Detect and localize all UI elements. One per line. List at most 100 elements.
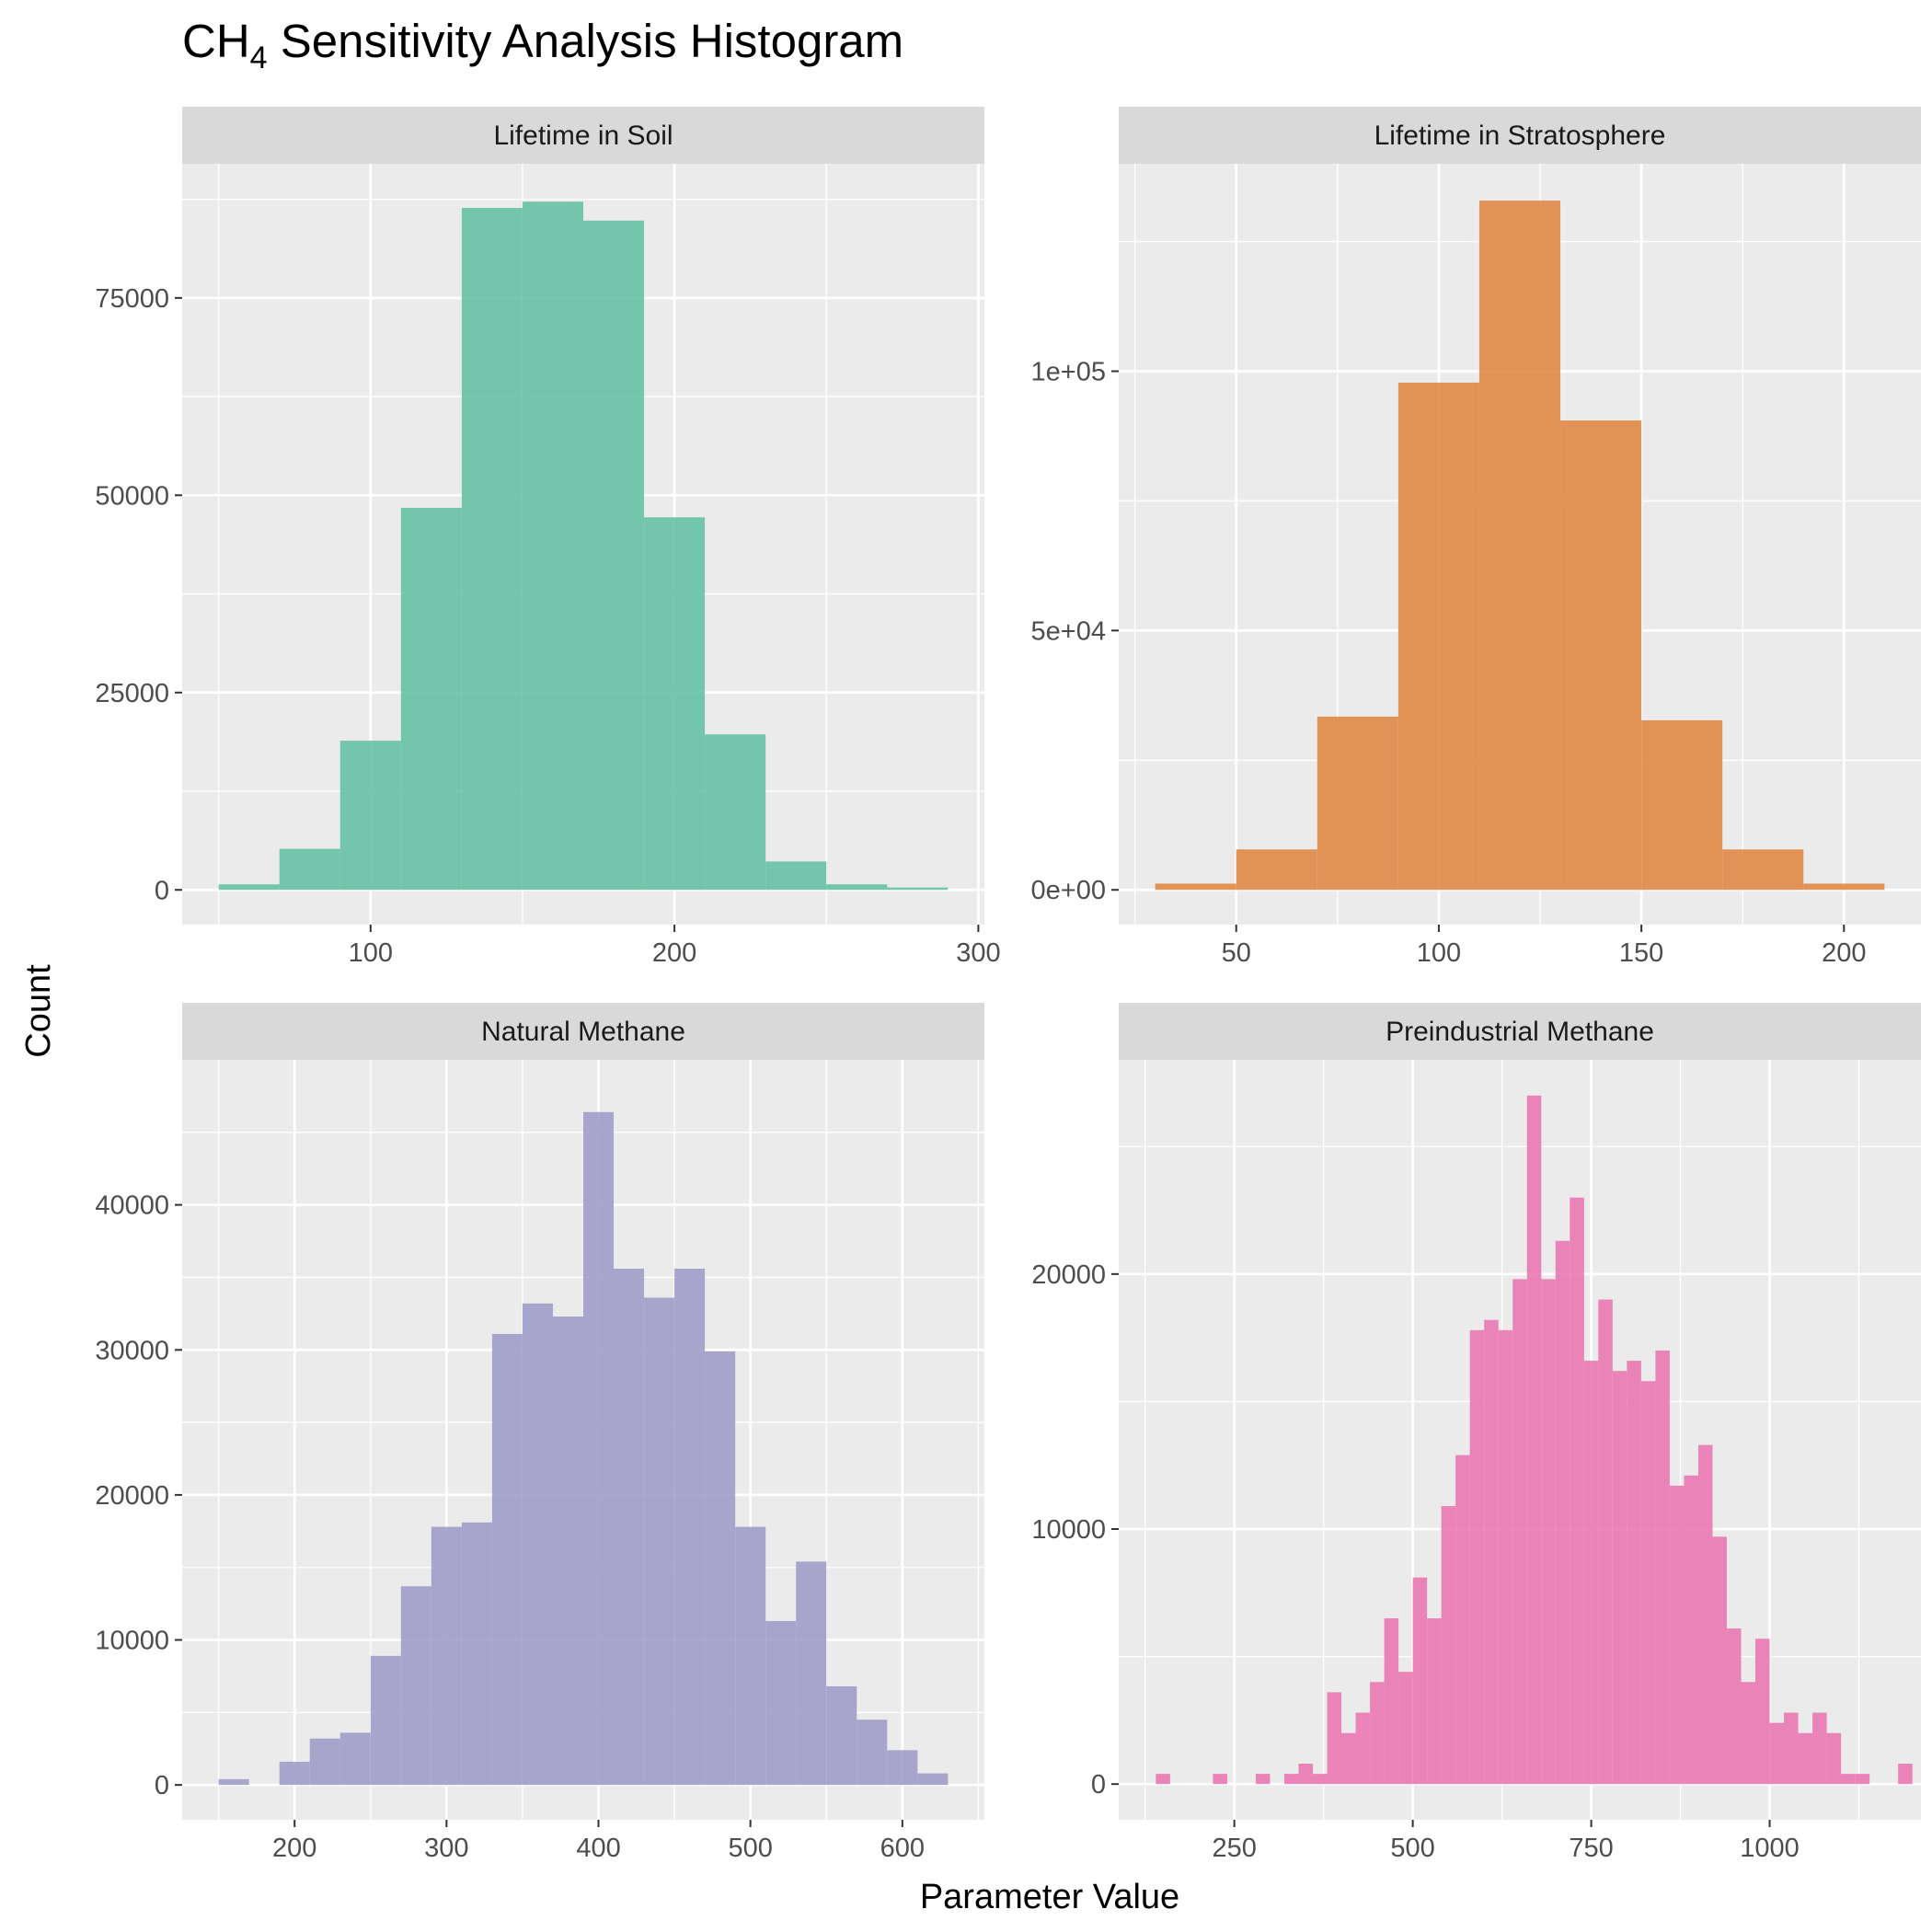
- histogram-bar: [1498, 1329, 1513, 1785]
- histogram-bar: [431, 1526, 462, 1786]
- x-tick-label: 400: [576, 1834, 620, 1863]
- histogram-bar: [1627, 1361, 1641, 1785]
- histogram-bar: [522, 1303, 553, 1786]
- histogram-bar: [796, 1561, 827, 1786]
- histogram-bar: [1398, 1672, 1413, 1785]
- histogram-bar: [1541, 1279, 1556, 1785]
- x-tick-label: 150: [1619, 938, 1663, 968]
- histogram-bar: [1655, 1350, 1670, 1785]
- histogram-bar: [1298, 1764, 1314, 1785]
- histogram-bar: [644, 517, 706, 891]
- histogram-bar: [1712, 1536, 1727, 1785]
- histogram-bar: [1341, 1732, 1356, 1785]
- y-tick-label: 0: [1091, 1770, 1106, 1800]
- y-axis-title: Count: [19, 964, 58, 1058]
- x-tick-label: 100: [1417, 938, 1461, 968]
- chart-title-subscript: 4: [250, 40, 268, 75]
- histogram-bar: [1213, 1774, 1227, 1785]
- histogram-bar: [644, 1297, 675, 1786]
- facet-panel-3: Natural Methane 0 10000 20000 30000 40000 200 3…: [95, 1003, 984, 1863]
- x-tick-label: 600: [880, 1834, 925, 1863]
- histogram-bar: [1641, 719, 1723, 891]
- histogram-bar: [1803, 883, 1885, 891]
- histogram-bar: [1841, 1774, 1856, 1785]
- facet-panel-2: Lifetime in Stratosphere 0e+00 5e+04 1e+05 5…: [1031, 107, 1921, 968]
- histogram-bar: [1570, 1197, 1584, 1785]
- y-tick-label: 5e+04: [1031, 616, 1106, 646]
- y-tick-label: 40000: [95, 1191, 169, 1221]
- histogram-bar: [887, 1750, 918, 1786]
- facet-panel-1: Lifetime in Soil 0 25000 50000 75000 100 200 30…: [95, 107, 1001, 968]
- histogram-bar: [1156, 1774, 1170, 1785]
- histogram-bar: [1412, 1577, 1428, 1785]
- histogram-bar: [279, 1761, 310, 1786]
- histogram-bar: [1555, 1240, 1570, 1785]
- histogram-bar: [705, 1351, 736, 1786]
- histogram-bar: [705, 734, 766, 891]
- x-tick-label: 500: [1390, 1834, 1434, 1863]
- histogram-bar: [1826, 1732, 1842, 1785]
- x-tick-label: 750: [1569, 1834, 1613, 1863]
- x-tick-label: 300: [424, 1834, 468, 1863]
- histogram-bar: [1855, 1774, 1870, 1785]
- histogram-bar: [1469, 1329, 1485, 1785]
- y-tick-label: 25000: [95, 679, 169, 708]
- histogram-bar: [1478, 201, 1561, 891]
- y-tick-label: 20000: [1031, 1260, 1106, 1290]
- histogram-bar: [765, 1621, 797, 1786]
- histogram-bar: [1236, 849, 1317, 891]
- x-tick-label: 500: [728, 1834, 772, 1863]
- x-tick-label: 200: [272, 1834, 316, 1863]
- facet-panel-4: Preindustrial Methane 0 10000 20000 250 500 75…: [1031, 1003, 1921, 1863]
- y-tick-label: 0: [155, 876, 169, 905]
- histogram-bar: [552, 1317, 583, 1786]
- histogram-bar: [309, 1738, 340, 1786]
- histogram-bar: [826, 884, 888, 891]
- facet-strip: [182, 1003, 984, 1060]
- histogram-bar: [1769, 1722, 1785, 1785]
- x-tick-label: 50: [1222, 938, 1251, 968]
- chart-title: CH4 Sensitivity Analysis Histogram: [182, 15, 903, 75]
- x-tick-label: 250: [1212, 1834, 1256, 1863]
- x-axis-title: Parameter Value: [920, 1878, 1179, 1916]
- histogram-bar: [400, 1586, 431, 1786]
- histogram-bar: [1798, 1732, 1813, 1785]
- histogram-bar: [1640, 1381, 1656, 1785]
- histogram-bar: [1283, 1774, 1299, 1785]
- histogram-bar: [461, 1522, 492, 1786]
- histogram-bar: [1784, 1712, 1799, 1785]
- histogram-bar: [826, 1685, 857, 1786]
- histogram-bar: [1441, 1506, 1456, 1785]
- histogram-bar: [1598, 1299, 1613, 1785]
- histogram-bar: [400, 508, 462, 891]
- chart-title-rest: Sensitivity Analysis Histogram: [268, 15, 904, 67]
- histogram-bar: [339, 1732, 371, 1786]
- y-tick-label: 30000: [95, 1336, 169, 1365]
- histogram-bar: [917, 1773, 949, 1786]
- histogram-bar: [1455, 1455, 1470, 1785]
- histogram-bar: [491, 1333, 523, 1786]
- histogram-bar: [1669, 1485, 1685, 1785]
- x-tick-label: 200: [1822, 938, 1866, 968]
- histogram-bar: [765, 861, 827, 891]
- histogram-bar: [1812, 1712, 1827, 1785]
- y-tick-label: 0e+00: [1031, 876, 1106, 905]
- histogram-bar: [339, 741, 401, 891]
- histogram-bar: [1384, 1618, 1399, 1785]
- histogram-bar: [1255, 1774, 1271, 1785]
- histogram-bar: [1612, 1371, 1627, 1785]
- facet-strip-label: Natural Methane: [481, 1017, 685, 1047]
- histogram-bar: [1155, 883, 1236, 891]
- histogram-bar: [1355, 1712, 1371, 1785]
- histogram-bar: [1697, 1444, 1713, 1785]
- x-tick-label: 200: [652, 938, 696, 968]
- histogram-bar: [218, 884, 280, 891]
- histogram-bar: [1313, 1774, 1328, 1785]
- histogram-bar: [583, 220, 645, 891]
- histogram-bar: [1722, 849, 1804, 891]
- histogram-bar: [1755, 1639, 1770, 1785]
- y-tick-label: 50000: [95, 481, 169, 511]
- histogram-bar: [522, 201, 583, 891]
- histogram-bar: [1726, 1628, 1742, 1785]
